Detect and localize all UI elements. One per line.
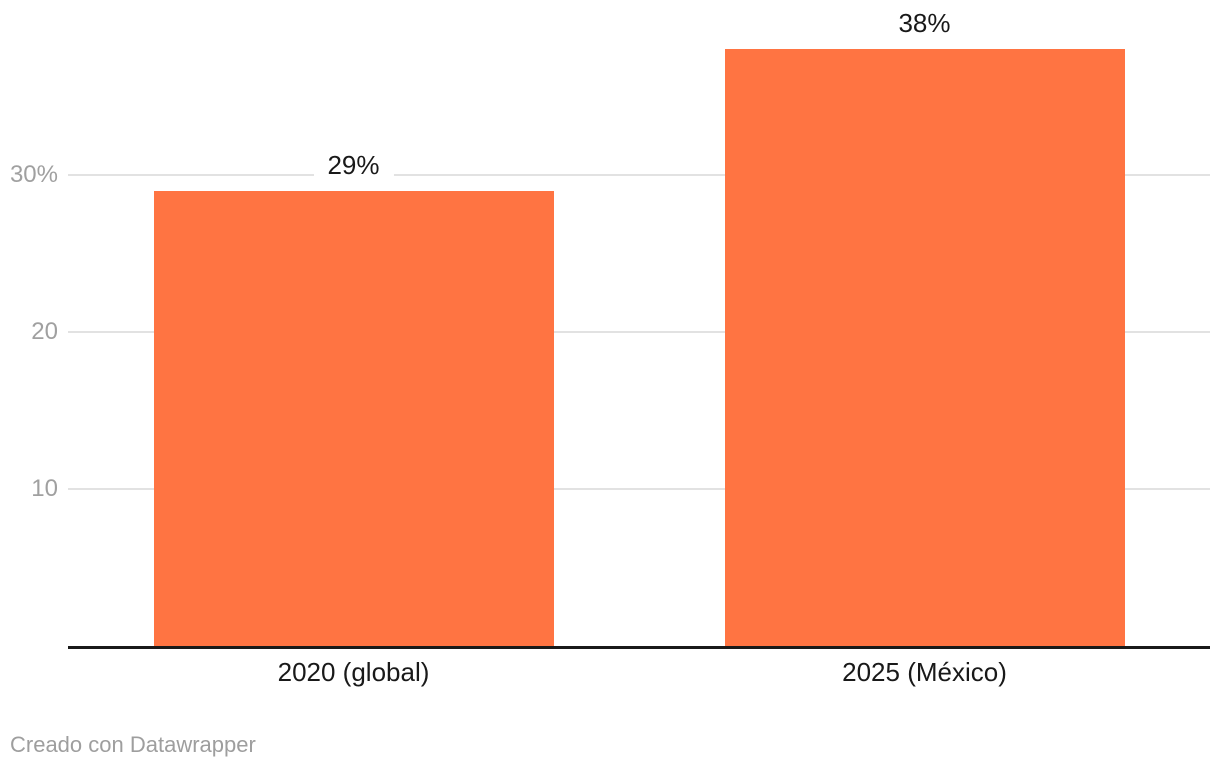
x-axis-category-label: 2020 (global) [277,657,430,687]
bar-1 [153,190,554,646]
y-axis-tick-label: 20 [31,318,58,345]
bar-value-label: 29% [313,148,394,181]
gridline [68,174,1210,176]
datawrapper-credit: Creado con Datawrapper [10,732,256,757]
y-axis-tick-label: 30% [9,161,58,188]
bar-value-label: 38% [884,7,965,40]
x-axis-category-label: 2025 (México) [842,657,1007,687]
bar-2 [724,49,1125,646]
gridline [68,331,1210,333]
x-axis-baseline [68,646,1210,649]
gridline [68,488,1210,490]
y-axis-tick-label: 10 [31,475,58,502]
